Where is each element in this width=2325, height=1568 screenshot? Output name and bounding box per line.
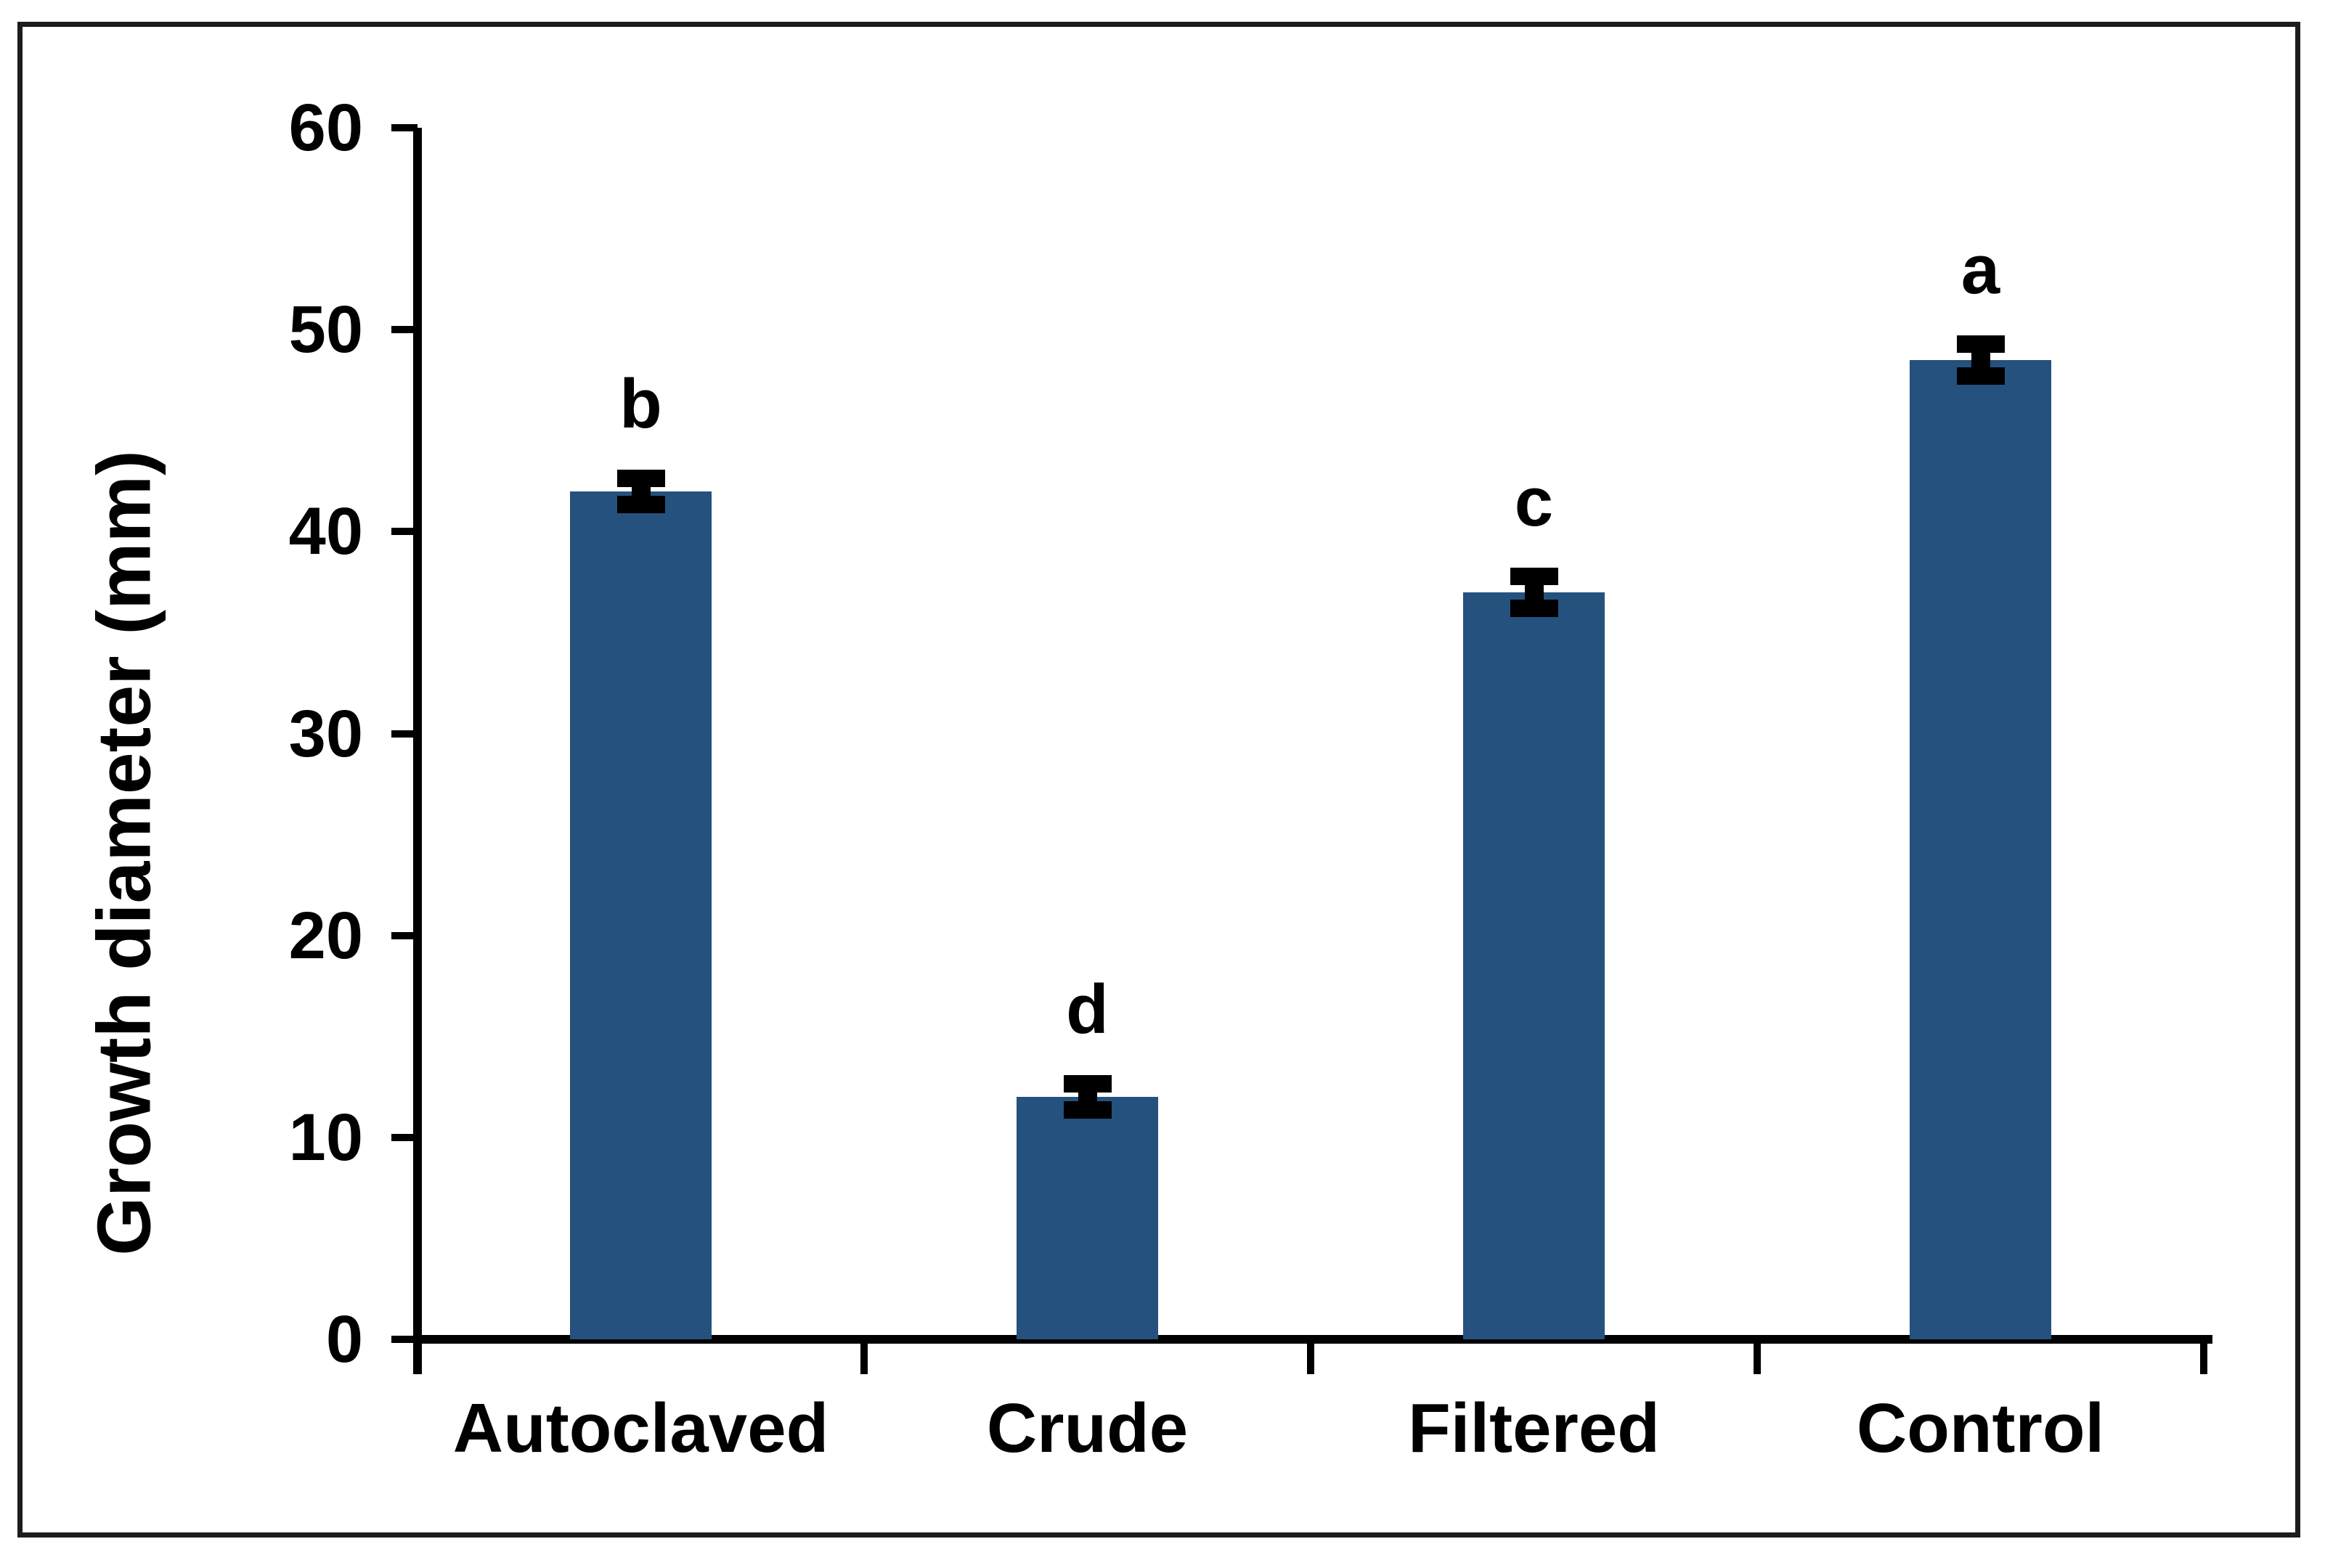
y-tick-mark (391, 931, 418, 939)
x-category-label: Crude (986, 1389, 1189, 1467)
y-tick-mark (391, 1133, 418, 1141)
error-bar-top-cap (1510, 567, 1558, 585)
significance-letter: c (1514, 462, 1554, 541)
error-bar-top-cap (1956, 335, 2005, 353)
y-tick-mark (391, 1336, 418, 1343)
error-bar-bottom-cap (1510, 600, 1558, 618)
y-tick-mark (391, 124, 418, 131)
bar-filtered (1463, 592, 1605, 1339)
significance-letter: d (1066, 971, 1109, 1049)
y-tick-label: 0 (325, 1302, 363, 1376)
y-axis-line (413, 128, 422, 1374)
y-tick-label: 30 (288, 696, 363, 771)
error-bar-bottom-cap (1063, 1101, 1112, 1119)
error-bar-bottom-cap (1956, 367, 2005, 385)
x-category-label: Filtered (1408, 1389, 1660, 1467)
x-tick-mark (1307, 1339, 1314, 1374)
bar-crude (1017, 1097, 1158, 1339)
error-bar-top-cap (1063, 1075, 1112, 1093)
y-tick-mark (391, 528, 418, 536)
y-tick-label: 20 (288, 898, 363, 973)
x-category-label: Autoclaved (452, 1389, 829, 1467)
bar-autoclaved (570, 491, 712, 1339)
y-axis-title: Growth diameter (mm) (82, 450, 167, 1256)
x-tick-mark (860, 1339, 868, 1374)
y-tick-label: 60 (288, 91, 363, 165)
significance-letter: a (1960, 230, 2000, 309)
significance-letter: b (619, 364, 662, 443)
x-tick-mark (2200, 1339, 2207, 1374)
error-bar-top-cap (616, 469, 665, 487)
y-tick-mark (391, 730, 418, 738)
y-tick-label: 40 (288, 494, 363, 569)
bar-control (1910, 359, 2051, 1339)
x-category-label: Control (1856, 1389, 2105, 1467)
x-tick-mark (414, 1339, 421, 1374)
x-tick-mark (1754, 1339, 1761, 1374)
error-bar-bottom-cap (616, 495, 665, 513)
y-tick-mark (391, 326, 418, 334)
y-tick-label: 50 (288, 293, 363, 367)
y-tick-label: 10 (288, 1100, 363, 1175)
